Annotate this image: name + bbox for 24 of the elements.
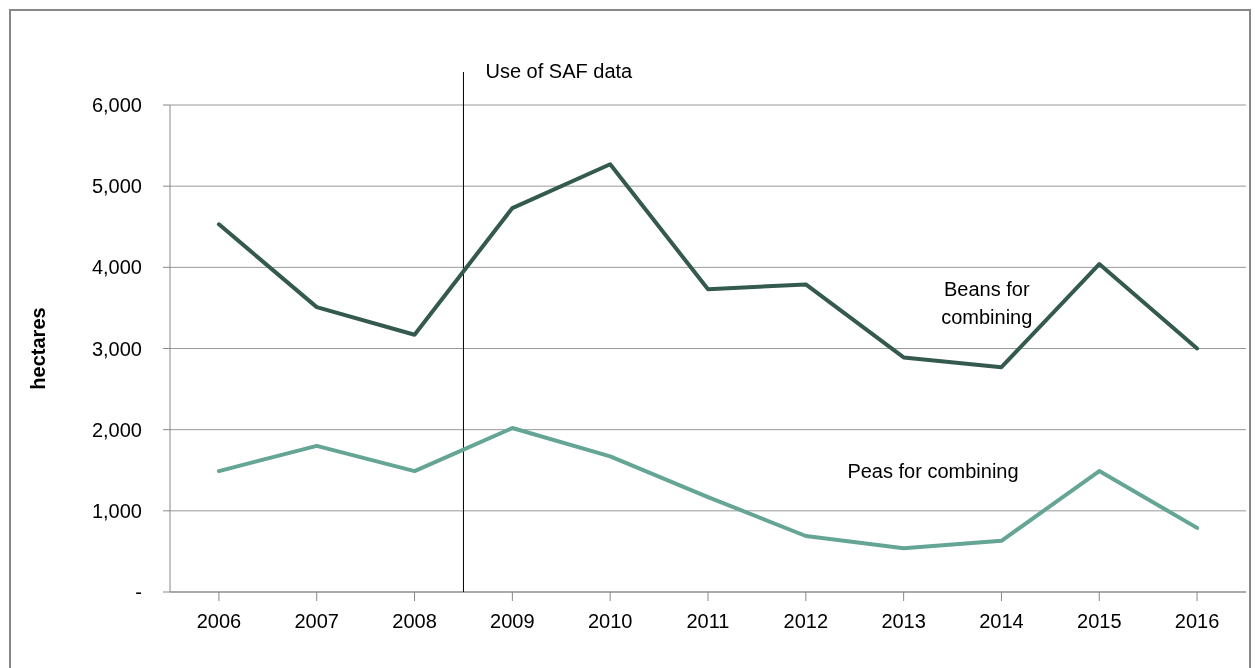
- x-tick-label: 2009: [490, 610, 535, 632]
- series-label: Peas for combining: [847, 460, 1019, 483]
- x-tick-label: 2012: [783, 610, 829, 632]
- ref-line-label: Use of SAF data: [485, 60, 634, 82]
- series-label: Beans for combining: [941, 277, 1033, 328]
- x-tick-label: 2010: [587, 610, 633, 632]
- y-tick-label: 2,000: [91, 418, 142, 441]
- line-series: [216, 426, 1200, 551]
- x-tick-label: 2011: [686, 610, 730, 632]
- y-tick-label: 5,000: [91, 175, 142, 198]
- y-tick-label: -: [135, 581, 142, 603]
- y-tick-label: 6,000: [91, 94, 142, 116]
- y-tick-label: 1,000: [91, 499, 142, 522]
- y-tick-label: 3,000: [91, 337, 142, 360]
- x-tick-label: 2014: [979, 610, 1024, 632]
- x-tick-label: 2007: [294, 610, 339, 632]
- x-tick-label: 2016: [1174, 610, 1220, 632]
- line-series: [216, 162, 1200, 370]
- x-tick-label: 2008: [392, 610, 437, 632]
- y-axis-title: hectares: [27, 307, 49, 390]
- x-tick-label: 2013: [881, 610, 926, 632]
- y-tick-label: 4,000: [91, 256, 142, 279]
- x-tick-label: 2015: [1077, 610, 1122, 632]
- x-tick-label: 2006: [196, 610, 242, 632]
